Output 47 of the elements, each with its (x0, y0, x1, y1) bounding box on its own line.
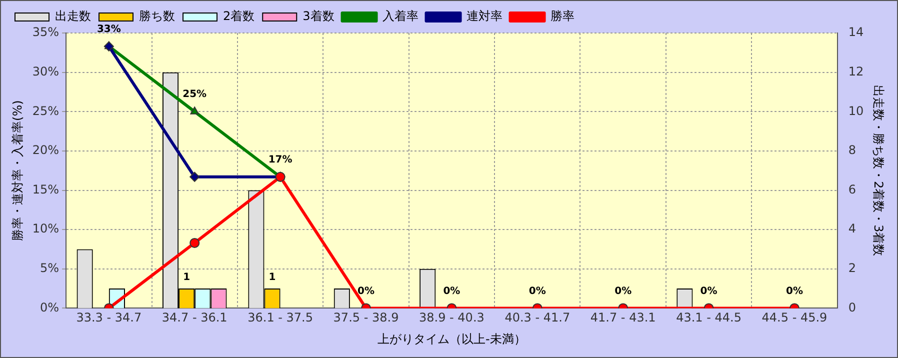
y2-tick-label: 4 (848, 222, 856, 236)
x-tick-label: 38.9 - 40.3 (419, 310, 484, 325)
y2-tick-label: 12 (848, 64, 864, 78)
data-label: 17% (268, 154, 292, 166)
data-label: 0% (786, 286, 803, 297)
y-tick-label: 35% (32, 25, 60, 40)
y2-tick-label: 6 (848, 182, 856, 196)
y2-tick-label: 10 (848, 104, 864, 118)
y-tick-label: 0% (40, 300, 60, 314)
y-tick-label: 30% (32, 64, 60, 78)
x-tick-label: 37.5 - 38.9 (333, 310, 399, 325)
y-tick-label: 20% (32, 143, 60, 158)
data-label: 25% (182, 89, 207, 100)
legend-label: 連対率 (466, 9, 502, 24)
data-label: 0% (358, 286, 374, 297)
y-tick-label: 10% (32, 222, 60, 236)
data-label: 0% (700, 286, 718, 297)
y-axis-title: 勝率・連対率・入着率(%) (10, 100, 24, 241)
x-tick-label: 43.1 - 44.5 (676, 310, 742, 325)
legend-label: 出走数 (55, 9, 91, 24)
data-label: 1 (268, 272, 276, 284)
y-tick-label: 15% (32, 182, 60, 196)
legend-label: 2着数 (223, 9, 255, 24)
y-tick-label: 25% (32, 104, 60, 118)
point (190, 172, 200, 182)
data-label: 1 (183, 272, 190, 284)
legend-label: 勝ち数 (139, 9, 175, 24)
data-label: 0% (443, 286, 460, 297)
data-label: 0% (614, 286, 632, 297)
legend-label: 入着率 (382, 9, 418, 24)
y-tick-label: 5% (40, 261, 60, 276)
data-label: 33% (96, 24, 121, 35)
data-label: 0% (528, 286, 546, 297)
x-tick-label: 44.5 - 45.9 (762, 310, 828, 325)
legend-label: 勝率 (550, 9, 574, 24)
y2-tick-label: 8 (848, 143, 856, 158)
x-tick-label: 36.1 - 37.5 (248, 310, 314, 325)
x-tick-label: 40.3 - 41.7 (504, 310, 570, 325)
x-axis-title: 上がりタイム（以上-未満） (378, 332, 526, 346)
y2-axis-title: 出走数・勝ち数・2着数・3着数 (872, 84, 886, 256)
y2-tick-label: 0 (848, 300, 856, 314)
y2-tick-label: 2 (848, 261, 856, 276)
x-tick-label: 41.7 - 43.1 (590, 310, 656, 325)
y2-tick-label: 14 (848, 25, 864, 40)
x-tick-label: 34.7 - 36.1 (162, 310, 228, 325)
legend-label: 3着数 (302, 9, 334, 24)
x-tick-label: 33.3 - 34.7 (76, 310, 142, 325)
